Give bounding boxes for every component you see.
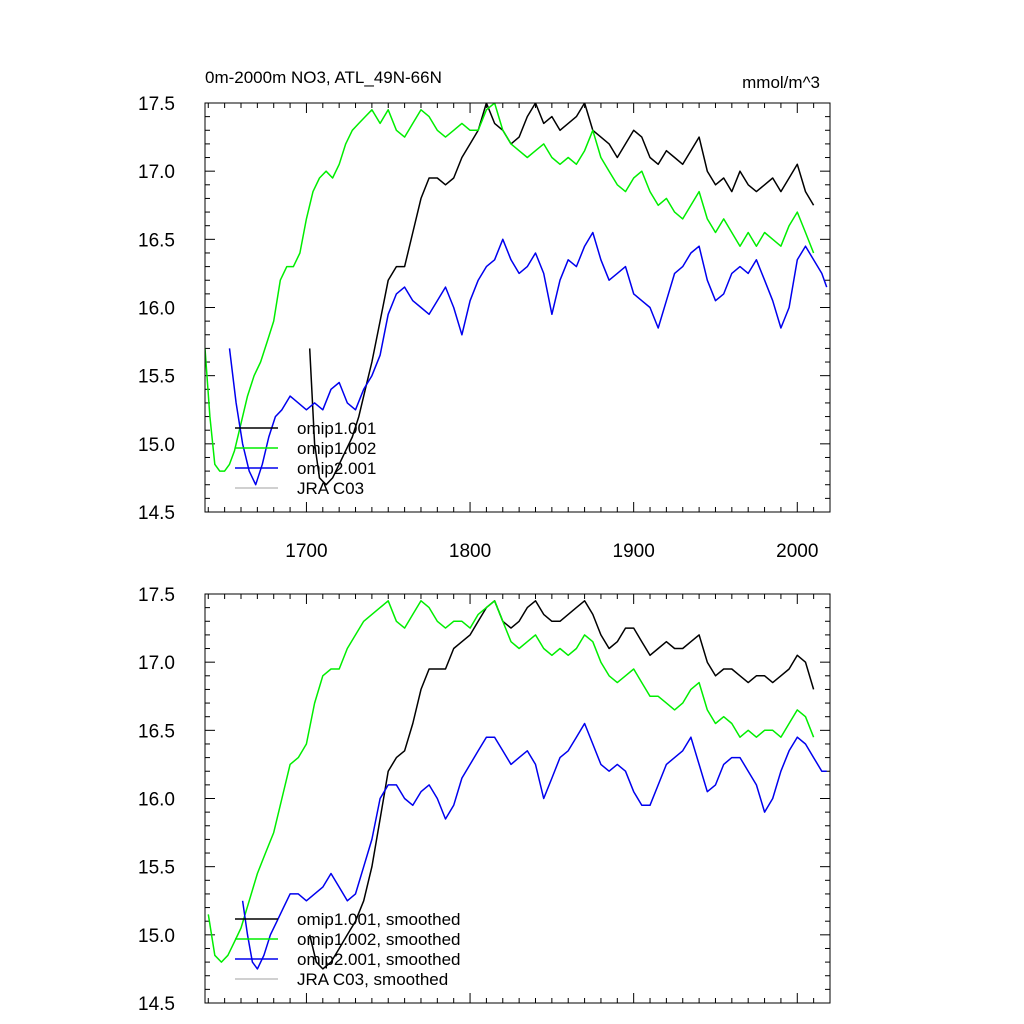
series-line-omip1-002-smoothed (207, 600, 815, 963)
top-panel: 0m-2000m NO3, ATL_49N-66N mmol/m^3 1700 1… (138, 68, 831, 562)
x-tick-label: 1700 (285, 541, 327, 562)
legend-label: omip1.001, smoothed (297, 910, 461, 929)
y-tick-label: 16.0 (138, 790, 175, 811)
y-tick-label: 14.5 (138, 994, 175, 1015)
y-tick-label: 15.0 (138, 435, 175, 456)
series-line-omip1-002 (205, 103, 815, 472)
bottom-panel: 14.5 15.0 15.5 16.0 16.5 17.0 17.5 omip1.001, s… (138, 585, 831, 1015)
series-line-omip1-001 (308, 103, 815, 486)
y-tick-label: 15.5 (138, 858, 175, 879)
series-line-omip1-001-smoothed (308, 600, 815, 970)
y-tick-label: 16.0 (138, 299, 175, 320)
panel-title: 0m-2000m NO3, ATL_49N-66N (205, 68, 442, 87)
legend-label: omip2.001, smoothed (297, 950, 461, 969)
legend-label: JRA C03 (297, 479, 364, 498)
y-tick-label: 15.5 (138, 367, 175, 388)
y-tick-label: 15.0 (138, 926, 175, 947)
legend-label: omip2.001 (297, 459, 376, 478)
y-tick-label: 17.5 (138, 585, 175, 606)
y-tick-label: 17.5 (138, 94, 175, 115)
legend-label: omip1.002, smoothed (297, 930, 461, 949)
legend-label: omip1.001 (297, 419, 376, 438)
series-line-omip2-001 (228, 231, 828, 486)
plot-frame (204, 593, 831, 1004)
units-label: mmol/m^3 (742, 73, 820, 92)
series-line-omip2-001-smoothed (241, 722, 827, 970)
plot-frame (204, 102, 831, 513)
y-tick-label: 14.5 (138, 503, 175, 524)
y-tick-label: 17.0 (138, 162, 175, 183)
y-tick-label: 16.5 (138, 230, 175, 251)
x-tick-label: 1800 (449, 541, 491, 562)
y-tick-label: 16.5 (138, 721, 175, 742)
y-tick-label: 17.0 (138, 653, 175, 674)
legend-label: JRA C03, smoothed (297, 970, 448, 989)
legend-label: omip1.002 (297, 439, 376, 458)
x-tick-label: 1900 (613, 541, 655, 562)
x-tick-label: 2000 (776, 541, 818, 562)
